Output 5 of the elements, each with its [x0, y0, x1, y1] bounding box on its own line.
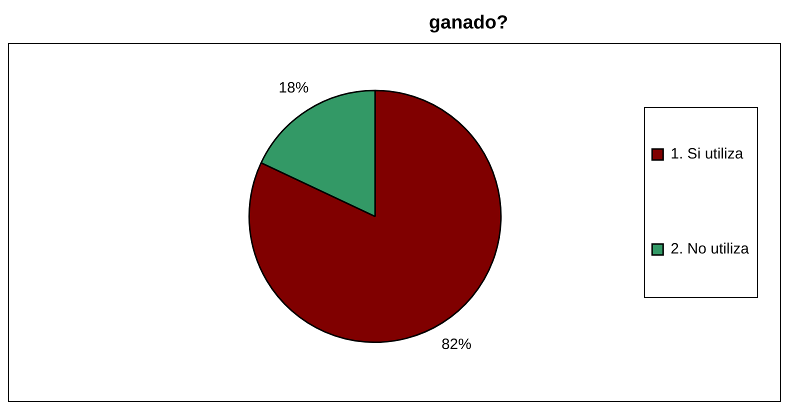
chart-title: ganado?	[428, 12, 508, 34]
legend-label: 1. Si utiliza	[670, 146, 744, 163]
legend-label: 2. No utiliza	[670, 240, 750, 258]
data-label: 82%	[441, 336, 472, 353]
data-label: 18%	[278, 79, 309, 96]
